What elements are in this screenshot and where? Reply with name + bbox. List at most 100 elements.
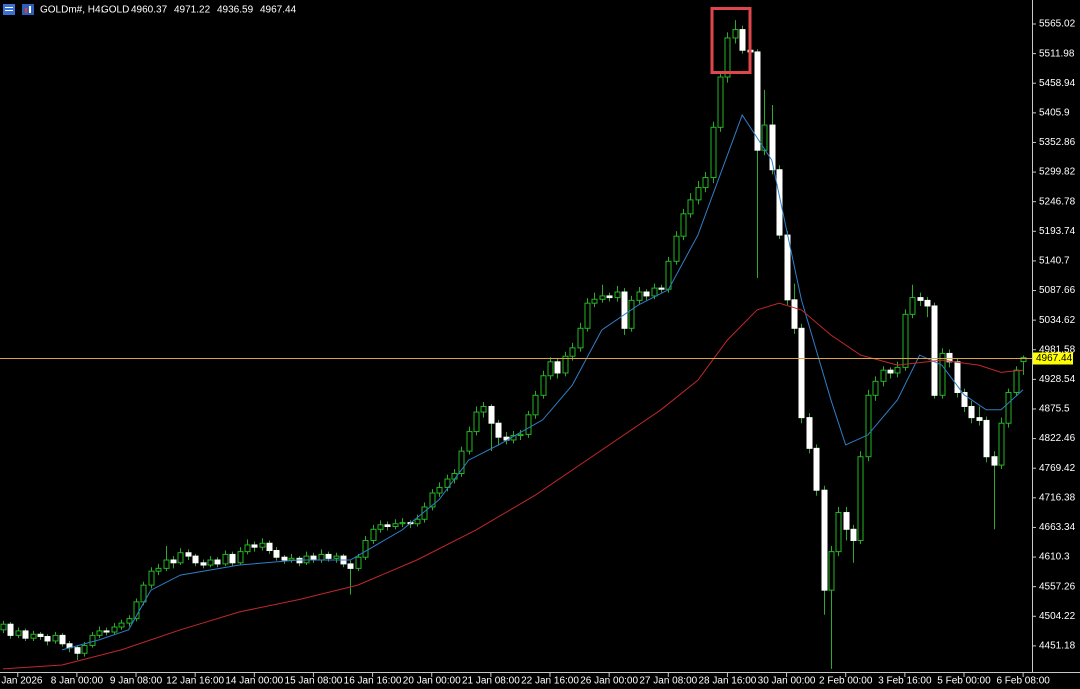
x-tick-label: 21 Jan 08:00 [462, 676, 520, 687]
y-tick-label: 5193.74 [1039, 226, 1076, 237]
moving-average [2, 302, 1024, 670]
candle-body-up [480, 405, 487, 413]
candle-body-up [414, 518, 421, 525]
candle-body-up [599, 295, 606, 300]
candle-body-up [673, 235, 680, 262]
candle-body-up [52, 634, 59, 642]
candle-body-down [821, 489, 828, 591]
candle-body-up [207, 559, 214, 566]
price-label: 4967.44 [1036, 353, 1073, 364]
candle-body-up [651, 287, 658, 297]
y-tick-label: 5458.94 [1039, 78, 1076, 89]
candle-body-down [488, 405, 495, 424]
candle-body-down [931, 305, 938, 396]
candle-body-down [887, 369, 894, 374]
x-tick-label: 28 Jan 16:00 [699, 676, 757, 687]
candle-body-up [562, 355, 569, 374]
candle-body-down [273, 550, 280, 558]
candle-body-down [813, 447, 820, 491]
low-value: 4936.59 [217, 5, 254, 16]
candle-body-up [126, 618, 133, 624]
y-tick-label: 5352.86 [1039, 137, 1076, 148]
candle-body-up [828, 551, 835, 591]
candle-body-up [429, 492, 436, 508]
candle-body-down [769, 124, 776, 171]
y-tick-label: 4981.58 [1039, 344, 1076, 355]
candle-body-down [946, 352, 953, 363]
candle-body-up [547, 361, 554, 377]
candle-body-down [991, 456, 998, 466]
candle-body-up [939, 352, 946, 396]
candle-body-down [192, 555, 199, 564]
y-tick-label: 5087.66 [1039, 285, 1076, 296]
chart-icon[interactable] [22, 4, 34, 15]
candle-body-down [976, 417, 983, 421]
candle-body-down [170, 559, 177, 564]
candle-body-up [761, 124, 768, 151]
candle-body-up [30, 633, 37, 639]
candle-body-up [288, 557, 295, 561]
candle-body-up [0, 623, 7, 631]
candle-body-up [303, 555, 310, 564]
candle-body-up [880, 369, 887, 382]
chart-icon-bar [29, 6, 31, 13]
candle-body-up [665, 260, 672, 290]
y-tick-label: 4822.46 [1039, 433, 1076, 444]
candle-body-down [103, 630, 110, 633]
candle-body-up [577, 327, 584, 349]
x-tick-label: 30 Jan 00:00 [758, 676, 816, 687]
candle-body-down [37, 633, 44, 637]
x-tick-label: 6 Feb 08:00 [996, 676, 1050, 687]
candle-body-down [251, 544, 258, 548]
candle-body-up [392, 523, 399, 528]
candle-body-up [680, 213, 687, 237]
x-tick-label: 27 Jan 08:00 [639, 676, 697, 687]
candle-body-down [266, 542, 273, 552]
candle-body-up [636, 291, 643, 301]
candle-body-up [584, 302, 591, 329]
y-tick-label: 5565.02 [1039, 19, 1076, 30]
x-tick-label: 2 Feb 00:00 [819, 676, 873, 687]
x-tick-label: 20 Jan 00:00 [403, 676, 461, 687]
candle-body-up [163, 559, 170, 569]
candle-body-up [569, 347, 576, 357]
candle-body-down [621, 291, 628, 329]
candle-body-up [362, 539, 369, 558]
candle-body-up [399, 522, 406, 525]
candle-body-down [643, 291, 650, 297]
x-tick-label: 14 Jan 00:00 [225, 676, 283, 687]
y-tick-label: 5511.98 [1039, 48, 1075, 59]
candle-body-up [894, 366, 901, 374]
candle-body-down [310, 555, 317, 561]
candle-body-up [370, 528, 377, 541]
candle-body-up [140, 584, 147, 603]
candle-body-down [806, 417, 813, 449]
candle-body-up [872, 380, 879, 396]
x-tick-label: 15 Jan 08:00 [285, 676, 343, 687]
x-tick-label: 5 Feb 00:00 [937, 676, 991, 687]
x-tick-label: 26 Jan 00:00 [580, 676, 638, 687]
candle-body-down [983, 419, 990, 458]
highlight-box [710, 7, 752, 74]
x-tick-label: 5 Jan 2026 [0, 676, 43, 687]
candle-body-down [325, 553, 332, 559]
x-tick-label: 12 Jan 16:00 [166, 676, 224, 687]
y-tick-label: 4451.18 [1039, 641, 1076, 652]
x-tick-label: 9 Jan 08:00 [110, 676, 163, 687]
candle-body-up [517, 433, 524, 436]
y-tick-label: 4504.22 [1039, 611, 1076, 622]
candle-body-up [333, 555, 340, 559]
candle-body-up [458, 450, 465, 474]
candle-body-down [917, 297, 924, 301]
menu-icon[interactable] [3, 4, 15, 15]
y-tick-label: 5405.9 [1039, 107, 1070, 118]
chart-icon-bar [25, 8, 27, 13]
candle-body-up [355, 556, 362, 569]
candle-body-down [739, 29, 746, 51]
candle-body-up [695, 187, 702, 201]
candle-body-up [148, 570, 155, 586]
y-tick-label: 4928.54 [1039, 374, 1076, 385]
candle-body-up [865, 394, 872, 458]
candle-body-up [259, 542, 266, 548]
